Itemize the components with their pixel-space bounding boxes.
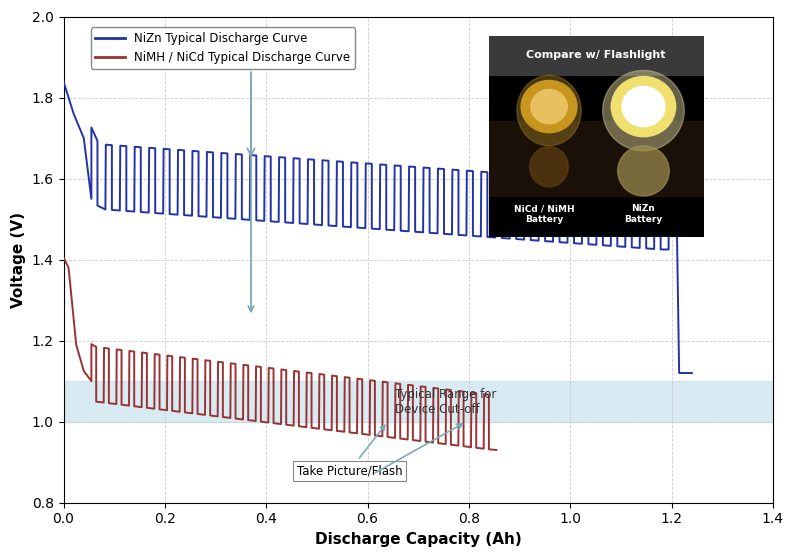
Text: Typical Range for
Device Cut-off: Typical Range for Device Cut-off bbox=[395, 388, 497, 416]
Ellipse shape bbox=[618, 146, 669, 196]
Ellipse shape bbox=[603, 70, 684, 151]
Y-axis label: Voltage (V): Voltage (V) bbox=[11, 211, 26, 307]
X-axis label: Discharge Capacity (Ah): Discharge Capacity (Ah) bbox=[315, 532, 522, 547]
Bar bbox=[64, 381, 773, 422]
Ellipse shape bbox=[529, 147, 568, 187]
Bar bbox=[489, 121, 704, 197]
Text: NiZn
Battery: NiZn Battery bbox=[624, 204, 662, 224]
Circle shape bbox=[531, 89, 568, 124]
Legend: NiZn Typical Discharge Curve, NiMH / NiCd Typical Discharge Curve: NiZn Typical Discharge Curve, NiMH / NiC… bbox=[91, 27, 355, 69]
Ellipse shape bbox=[517, 75, 581, 146]
Bar bbox=[489, 36, 704, 76]
Text: Take Picture/Flash: Take Picture/Flash bbox=[297, 425, 402, 477]
Circle shape bbox=[611, 76, 676, 137]
Text: Compare w/ Flashlight: Compare w/ Flashlight bbox=[526, 50, 666, 60]
Text: NiCd / NiMH
Battery: NiCd / NiMH Battery bbox=[514, 204, 575, 224]
Circle shape bbox=[622, 86, 665, 127]
Text: Camera On: Camera On bbox=[196, 55, 307, 156]
Circle shape bbox=[522, 80, 577, 133]
